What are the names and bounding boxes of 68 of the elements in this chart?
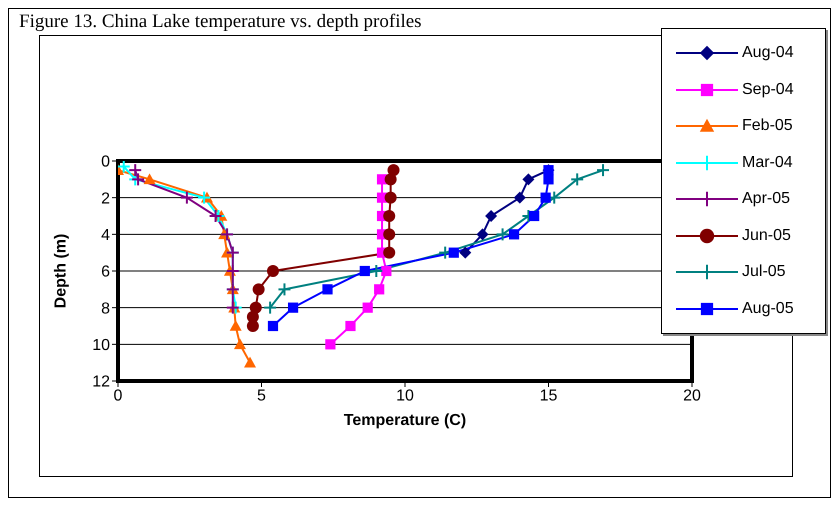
chart-title: Figure 13. China Lake temperature vs. depth profiles: [19, 11, 422, 33]
point: [514, 192, 526, 204]
point: [596, 163, 610, 178]
point: [384, 173, 397, 186]
point: [322, 284, 333, 294]
point: [128, 163, 142, 178]
point: [131, 172, 146, 186]
point: [230, 320, 242, 331]
x-tick-label: 10: [396, 387, 414, 404]
point: [197, 190, 212, 205]
point: [388, 164, 400, 176]
point: [508, 229, 520, 240]
legend-label: Mar-04: [742, 154, 793, 172]
point: [496, 227, 510, 242]
point: [383, 228, 396, 240]
y-tick-label: 12: [92, 374, 110, 391]
legend-label: Apr-05: [742, 190, 790, 208]
point: [325, 339, 336, 350]
y-tick-label: 0: [101, 154, 110, 171]
point: [288, 302, 298, 313]
legend-label: Feb-05: [742, 117, 793, 136]
point: [362, 302, 373, 313]
point: [345, 320, 356, 332]
legend-label: Jul-05: [742, 263, 786, 282]
x-tick-label: 15: [540, 387, 558, 404]
legend-label: Aug-05: [742, 300, 794, 318]
legend-label: Aug-04: [742, 44, 794, 62]
point: [263, 300, 278, 315]
point: [384, 192, 397, 204]
point: [252, 283, 265, 296]
point: [543, 174, 554, 184]
point: [374, 284, 384, 294]
legend-label: Jun-05: [742, 226, 791, 245]
y-tick-label: 8: [101, 300, 110, 318]
point: [208, 209, 223, 223]
y-tick-label: 10: [92, 337, 110, 354]
point: [246, 320, 259, 332]
point: [226, 300, 240, 315]
point: [529, 210, 540, 222]
x-tick-label: 0: [114, 387, 123, 404]
point: [244, 356, 256, 368]
legend-label: Sep-04: [742, 80, 794, 99]
x-tick-label: 5: [257, 387, 266, 404]
point: [234, 338, 246, 350]
point: [144, 173, 156, 184]
point: [485, 210, 498, 222]
point: [459, 246, 472, 259]
point: [540, 192, 551, 203]
point: [570, 172, 584, 186]
y-tick-label: 2: [101, 190, 110, 208]
point: [277, 282, 292, 296]
point: [118, 161, 131, 174]
point: [476, 228, 488, 240]
point: [381, 266, 392, 276]
point: [383, 246, 396, 259]
point: [266, 265, 279, 277]
point: [360, 266, 370, 276]
point: [180, 190, 194, 205]
y-tick-label: 6: [101, 264, 110, 281]
point: [448, 248, 459, 258]
point: [369, 264, 384, 278]
point: [268, 320, 278, 332]
y-tick-label: 4: [101, 227, 110, 244]
point: [522, 173, 534, 186]
point: [383, 210, 396, 222]
x-axis-title: Temperature (C): [344, 412, 466, 429]
y-axis-title: Depth (m): [52, 234, 70, 308]
x-tick-label: 20: [683, 387, 701, 404]
